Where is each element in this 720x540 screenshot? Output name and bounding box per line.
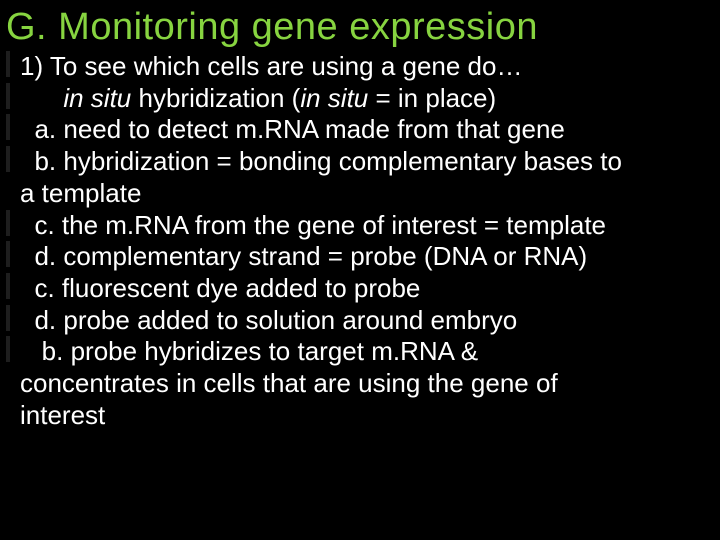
slide: { "title": "G. Monitoring gene expressio… — [0, 0, 720, 540]
text: concentrates in cells that are using the… — [20, 368, 558, 398]
body-line-4: b. hybridization = bonding complementary… — [6, 146, 714, 178]
text: c. fluorescent dye added to probe — [20, 273, 420, 303]
text: a. need to detect m.RNA made from that g… — [20, 114, 565, 144]
body-line-9-cont1: concentrates in cells that are using the… — [6, 368, 714, 400]
body-line-1: 1) To see which cells are using a gene d… — [6, 51, 714, 83]
text-pre — [20, 83, 63, 113]
text: b. probe hybridizes to target m.RNA & — [20, 336, 478, 366]
body-line-4-cont: a template — [6, 178, 714, 210]
body-line-7: c. fluorescent dye added to probe — [6, 273, 714, 305]
bullet-icon — [6, 305, 12, 337]
text-italic-2: in situ — [300, 83, 368, 113]
text: 1) To see which cells are using a gene d… — [20, 51, 522, 81]
text-italic-1: in situ — [63, 83, 131, 113]
bullet-icon — [6, 51, 12, 83]
body-line-3: a. need to detect m.RNA made from that g… — [6, 114, 714, 146]
bullet-icon — [6, 273, 12, 305]
text: a template — [20, 178, 141, 208]
text: c. the m.RNA from the gene of interest =… — [20, 210, 606, 240]
text: b. hybridization = bonding complementary… — [20, 146, 622, 176]
bullet-icon — [6, 210, 12, 242]
slide-title: G. Monitoring gene expression — [0, 0, 720, 51]
bullet-icon — [6, 114, 12, 146]
bullet-icon — [6, 241, 12, 273]
bullet-icon — [6, 83, 12, 115]
slide-body: 1) To see which cells are using a gene d… — [0, 51, 720, 432]
bullet-icon — [6, 146, 12, 178]
text-post: = in place) — [368, 83, 496, 113]
text: d. complementary strand = probe (DNA or … — [20, 241, 587, 271]
body-line-9: b. probe hybridizes to target m.RNA & — [6, 336, 714, 368]
body-line-2: in situ hybridization (in situ = in plac… — [6, 83, 714, 115]
body-line-5: c. the m.RNA from the gene of interest =… — [6, 210, 714, 242]
text-mid: hybridization ( — [131, 83, 300, 113]
body-line-8: d. probe added to solution around embryo — [6, 305, 714, 337]
body-line-6: d. complementary strand = probe (DNA or … — [6, 241, 714, 273]
text: interest — [20, 400, 105, 430]
body-line-9-cont2: interest — [6, 400, 714, 432]
bullet-icon — [6, 336, 12, 368]
text: d. probe added to solution around embryo — [20, 305, 517, 335]
